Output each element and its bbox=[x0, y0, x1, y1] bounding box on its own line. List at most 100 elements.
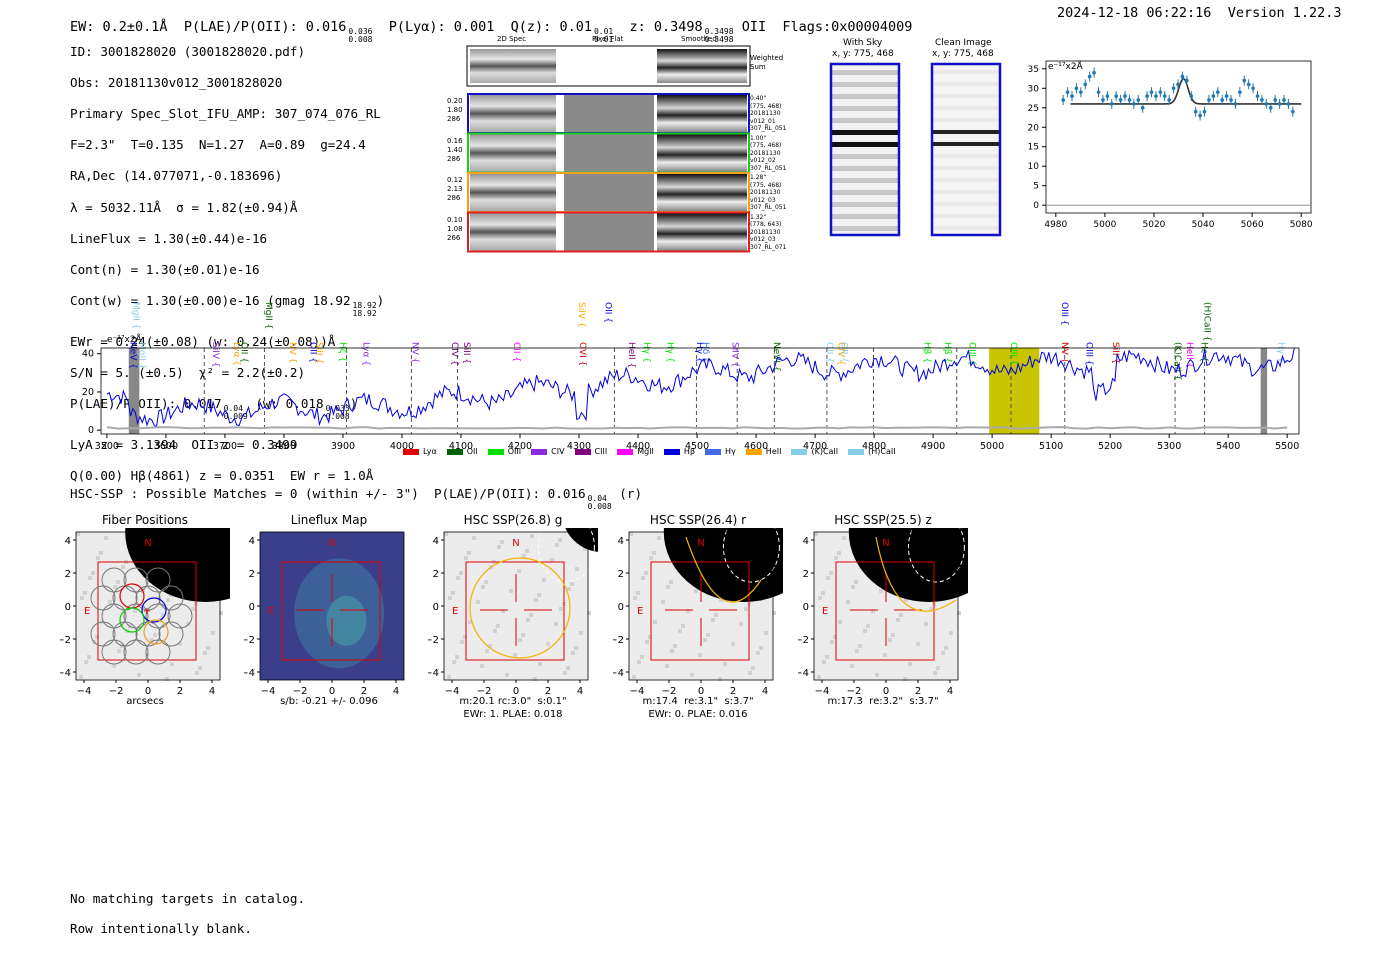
spectral-line-label: OVI { bbox=[577, 342, 587, 366]
info-fline: F=2.3" T=0.135 N=1.27 A=0.89 g=24.4 bbox=[70, 137, 366, 153]
legend-label: (K)CaII bbox=[811, 447, 839, 456]
hsc-xtick: 2 bbox=[177, 686, 183, 697]
hsc-xtick: −4 bbox=[445, 686, 460, 697]
zoom-ytick: 0 bbox=[1033, 201, 1039, 211]
spectral-line-label: MgII { bbox=[263, 302, 273, 329]
footer-line1: No matching targets in catalog. bbox=[70, 891, 306, 906]
zoom-data-point bbox=[1264, 102, 1269, 106]
spectrum-xtick: 3500 bbox=[95, 441, 119, 452]
cutout-values-2: 0.12 2.13 286 bbox=[447, 176, 463, 202]
zoom-data-point bbox=[1291, 109, 1295, 114]
sky-curve bbox=[106, 426, 1288, 430]
clean-image-frame bbox=[930, 62, 1002, 237]
legend-label: HeII bbox=[765, 447, 782, 456]
spectral-line-label: NV { bbox=[1059, 342, 1069, 363]
info-contn: Cont(n) = 1.30(±0.01)e-16 bbox=[70, 261, 260, 277]
zoom-data-point bbox=[1087, 74, 1092, 79]
spectral-line-label: OIII { bbox=[967, 342, 977, 366]
col-flat-label: Pixel Flat bbox=[592, 35, 624, 43]
spectral-line-label: Lyα { bbox=[231, 342, 241, 366]
spectral-line-label: MgII { bbox=[136, 342, 146, 369]
spectrum-xtick: 4600 bbox=[744, 441, 768, 452]
spectral-line-label: Hβ { bbox=[921, 342, 931, 363]
legend-swatch bbox=[705, 448, 722, 455]
with-sky-frame bbox=[829, 62, 901, 237]
clean-image-title: Clean Image bbox=[935, 38, 992, 48]
cutout-2d-1 bbox=[470, 134, 556, 172]
header-plya: P(Lyα): 0.001 bbox=[388, 19, 495, 35]
zoom-data-point bbox=[1224, 94, 1229, 98]
hsc-panel-xlabel-3: m:17.4 re:3.1" s:3.7" bbox=[642, 696, 754, 707]
hsc-panel-title-2: HSC SSP(26.8) g bbox=[463, 513, 563, 527]
legend-swatch bbox=[663, 448, 680, 455]
hsc-xtick: 4 bbox=[762, 686, 768, 697]
hsc-title-line: HSC-SSP : Possible Matches = 0 (within +… bbox=[70, 486, 643, 511]
spectral-line-label: (K)CaII { bbox=[1172, 342, 1182, 381]
spectral-line-label: SiIV { bbox=[729, 342, 739, 368]
zoom-data-point bbox=[1233, 102, 1238, 106]
zoom-data-point bbox=[1229, 98, 1233, 102]
spectral-line-label: SiII { bbox=[313, 342, 323, 364]
sky-panels bbox=[829, 62, 1002, 237]
spectral-line-label: Hδ { bbox=[700, 342, 710, 363]
cutout-flat-0 bbox=[564, 95, 654, 132]
spectrum-ytick: 40 bbox=[82, 349, 94, 360]
hsc-panel-4: N E 4 2 0 −2 −4 −4 −2 0 2 4 bbox=[798, 528, 968, 697]
info-ewr: EWr = 0.24(±0.08) (w: 0.24(±0.08))Å bbox=[70, 333, 336, 349]
info-lineflux: LineFlux = 1.30(±0.44)e-16 bbox=[70, 230, 268, 246]
spectrum-xtick: 5500 bbox=[1275, 441, 1299, 452]
north-label: N bbox=[882, 538, 889, 549]
hsc-panel-line2-3: EWr: 0. PLAE: 0.016 bbox=[648, 709, 748, 720]
hsc-ytick: 2 bbox=[803, 569, 809, 580]
fiber-blue bbox=[141, 597, 167, 623]
legend-label: MgII bbox=[637, 447, 654, 456]
header-version: Version 1.22.3 bbox=[1227, 5, 1342, 21]
cutout-flat-1 bbox=[564, 134, 654, 172]
spectral-line-label: (H)CaII { bbox=[1202, 302, 1212, 342]
zoom-xtick: 4980 bbox=[1044, 220, 1067, 230]
spectral-line-label: NV { bbox=[287, 342, 297, 363]
zoom-data-point bbox=[1083, 82, 1088, 87]
hsc-ytick: −2 bbox=[244, 635, 255, 646]
hsc-xtick: 4 bbox=[577, 686, 583, 697]
hsc-ytick: −2 bbox=[613, 635, 624, 646]
hsc-panel-2: N E 4 2 0 −2 −4 −4 −2 0 2 4 bbox=[428, 528, 598, 697]
info-contw: Cont(w) = 1.30(±0.00)e-16 (gmag 18.92 18.… bbox=[70, 293, 385, 319]
zoom-data-point bbox=[1282, 98, 1286, 102]
zoom-data-point bbox=[1202, 109, 1207, 114]
hsc-panel-xlabel-4: m:17.3 re:3.2" s:3.7" bbox=[827, 696, 939, 707]
hsc-ytick: −2 bbox=[798, 635, 809, 646]
hsc-ytick: −4 bbox=[244, 668, 255, 679]
legend-label: Hγ bbox=[725, 447, 736, 456]
north-label: N bbox=[697, 538, 704, 549]
header-right: 2024-12-18 06:22:16 Version 1.22.3 bbox=[1057, 5, 1342, 21]
spectrum-curve bbox=[106, 347, 1295, 428]
info-block: ID: 3001828020 (3001828020.pdf) Obs: 201… bbox=[70, 28, 384, 499]
zoom-data-point bbox=[1211, 94, 1216, 98]
hsc-ytick: 2 bbox=[65, 569, 71, 580]
legend-swatch bbox=[446, 448, 463, 455]
hsc-xtick: −4 bbox=[77, 686, 92, 697]
header-z-err: 0.3498 0.3498 bbox=[704, 27, 734, 44]
spectral-line-label: CIV { bbox=[449, 342, 459, 366]
north-label: N bbox=[144, 538, 151, 549]
zoom-data-point bbox=[1176, 82, 1180, 87]
cutout-values-3: 0.10 1.08 266 bbox=[447, 215, 463, 242]
zoom-xtick: 5000 bbox=[1093, 220, 1116, 230]
hsc-ytick: −2 bbox=[428, 635, 439, 646]
spectral-line-label: NeVI { bbox=[771, 342, 781, 372]
north-label: N bbox=[328, 538, 335, 549]
spectral-line-label: Hε { bbox=[1199, 342, 1209, 362]
zoom-data-point bbox=[1109, 102, 1114, 106]
spectrum-xtick: 4400 bbox=[626, 441, 650, 452]
col-smooth-label: Smoothed bbox=[681, 35, 717, 43]
zoom-data-point bbox=[1215, 90, 1220, 94]
spectrum-xtick: 3800 bbox=[272, 441, 296, 452]
cutout-smooth-1 bbox=[657, 134, 747, 172]
spectral-line-label: NV { bbox=[410, 342, 420, 363]
spectral-line-label: Hγ { bbox=[665, 342, 675, 363]
spectrum-ytick: 20 bbox=[82, 387, 94, 398]
svg-text:+: + bbox=[143, 606, 151, 617]
spectral-line-label: SiIV { bbox=[210, 342, 220, 368]
hsc-xtick: −4 bbox=[815, 686, 830, 697]
